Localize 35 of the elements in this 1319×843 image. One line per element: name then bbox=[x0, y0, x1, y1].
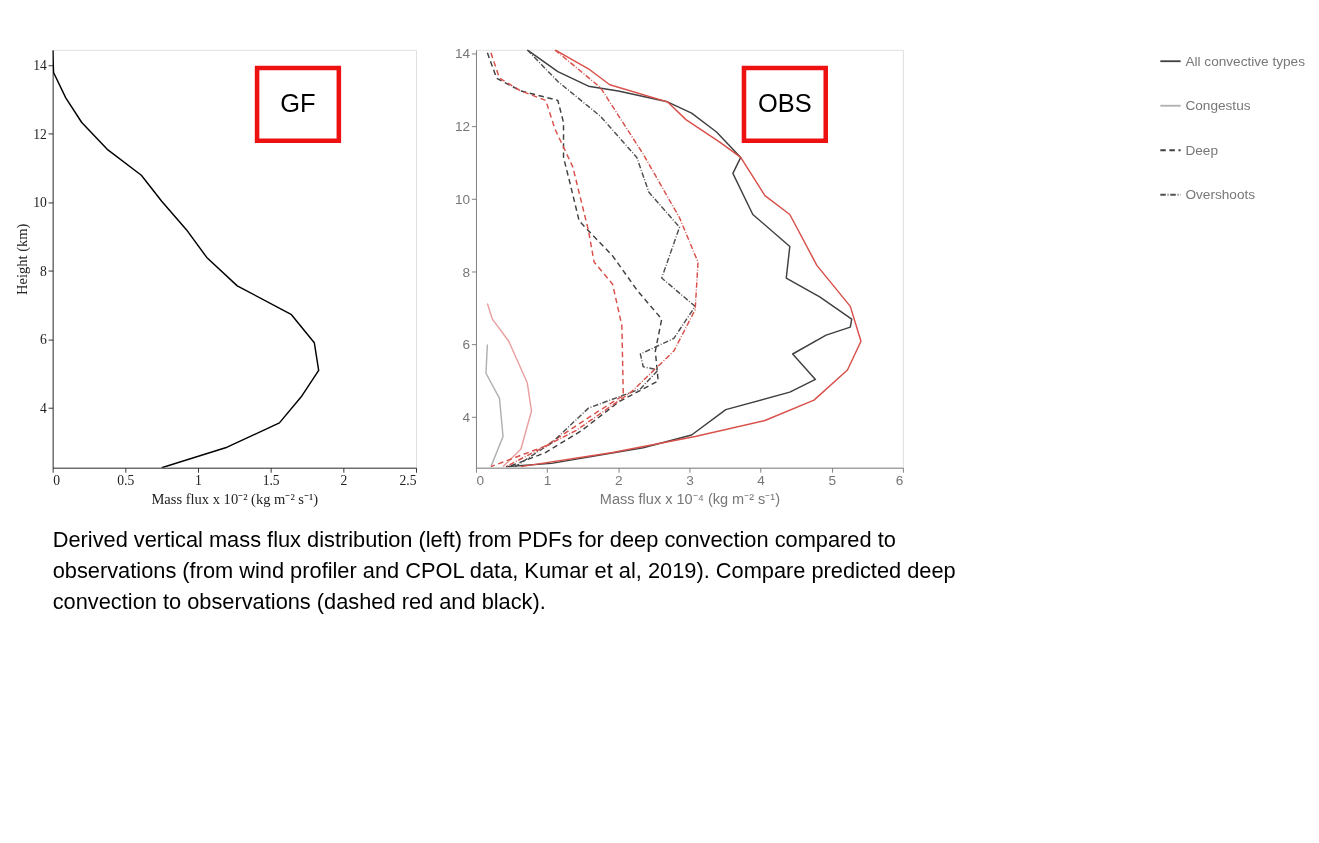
x-tick-label: 0.5 bbox=[117, 473, 135, 489]
x-tick-label: 2 bbox=[340, 473, 348, 489]
legend-label: Deep bbox=[1185, 142, 1219, 158]
x-tick-label: 1 bbox=[543, 473, 552, 489]
y-tick-label: 8 bbox=[462, 264, 471, 280]
y-tick-label: 12 bbox=[33, 126, 47, 142]
x-tick-label: 3 bbox=[686, 473, 694, 489]
y-axis-title: Height (km) bbox=[13, 223, 31, 295]
x-tick-label: 0 bbox=[476, 473, 485, 489]
x-axis-title: Mass flux x 10⁻⁴ (kg m⁻² s⁻¹) bbox=[599, 490, 780, 507]
x-tick-label: 2 bbox=[614, 473, 623, 489]
y-tick-label: 14 bbox=[454, 46, 471, 62]
y-tick-label: 6 bbox=[39, 332, 47, 348]
x-tick-label: 2.5 bbox=[399, 473, 417, 489]
annotation: GF bbox=[280, 88, 316, 117]
y-tick-label: 4 bbox=[39, 400, 47, 416]
x-tick-label: 4 bbox=[757, 473, 766, 489]
annotation: OBS bbox=[758, 88, 812, 117]
x-tick-label: 0 bbox=[53, 473, 61, 489]
y-tick-label: 8 bbox=[39, 263, 47, 279]
y-tick-label: 14 bbox=[33, 58, 47, 74]
x-tick-label: 6 bbox=[895, 473, 904, 489]
y-tick-label: 10 bbox=[33, 195, 47, 211]
x-tick-label: 1.5 bbox=[262, 473, 280, 489]
y-tick-label: 10 bbox=[454, 191, 471, 207]
legend-label: Congestus bbox=[1185, 98, 1251, 114]
y-tick-label: 6 bbox=[462, 337, 471, 353]
x-axis-title: Mass flux x 10⁻² (kg m⁻² s⁻¹) bbox=[151, 490, 319, 508]
x-tick-label: 1 bbox=[195, 473, 202, 489]
y-tick-label: 4 bbox=[462, 409, 471, 425]
y-tick-label: 12 bbox=[454, 119, 471, 135]
text: Derived vertical mass flux distribution (left) from PDFs for deep convection compared to observations (from wind profiler and CPOL data, Kumar et al, 2019). Compare predicted deep convection to observations (dashed red and black). bbox=[52, 526, 956, 614]
legend-label: Overshoots bbox=[1185, 187, 1256, 203]
legend-label: All convective types bbox=[1185, 53, 1306, 69]
x-tick-label: 5 bbox=[828, 473, 837, 489]
